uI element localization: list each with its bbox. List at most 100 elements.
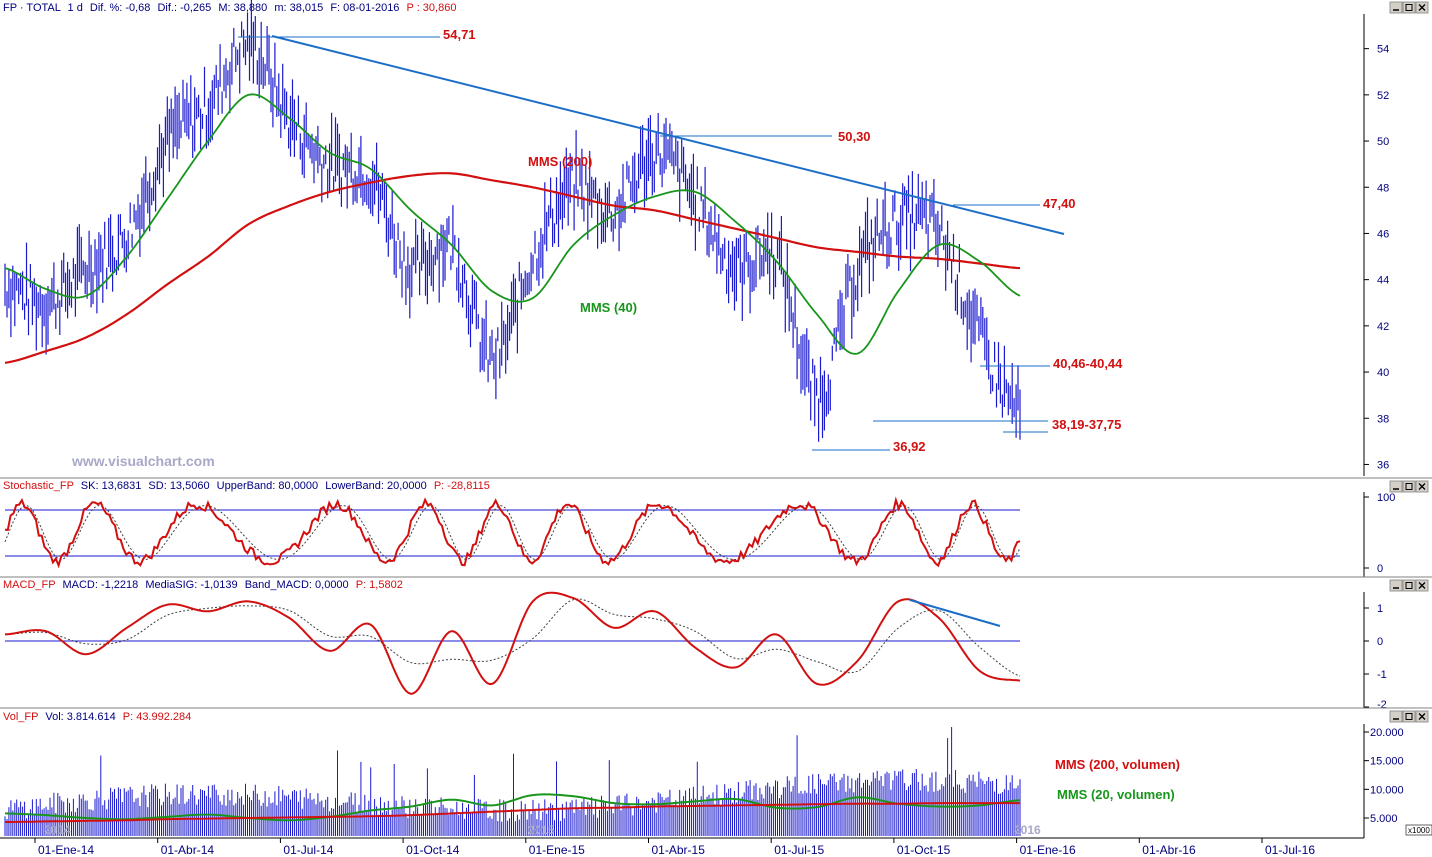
price-tick-44: 44 [1377, 275, 1389, 287]
panel0-max-button[interactable] [1402, 1, 1416, 14]
x-label-01-Ene-16: 01-Ene-16 [1020, 843, 1076, 857]
label-5471: 54,71 [443, 27, 476, 42]
vol-unit: x1000 [1408, 826, 1430, 835]
stoch-header-upper: UpperBand: 80,0000 [217, 480, 319, 492]
watermark: www.visualchart.com [71, 453, 215, 469]
macd-header: MACD_FP MACD: -1,2218 MediaSIG: -1,0139 … [3, 579, 403, 591]
panel2-max-button[interactable] [1402, 579, 1416, 592]
close-icon [1418, 4, 1426, 11]
price-header-max: M: 38,880 [218, 2, 267, 14]
macd-header-macd: MACD: -1,2218 [62, 579, 138, 591]
macd-tick-1: 1 [1377, 603, 1383, 615]
panel2-min-button[interactable] [1389, 579, 1403, 592]
x-label-01-Jul-14: 01-Jul-14 [283, 843, 333, 857]
panel0-min-button[interactable] [1389, 1, 1403, 14]
window-buttons [1389, 1, 1429, 723]
x-label-01-Jul-15: 01-Jul-15 [774, 843, 824, 857]
stoch-header-lower: LowerBand: 20,0000 [325, 480, 427, 492]
vol-tick-20.000: 20.000 [1370, 727, 1404, 739]
x-label-01-Abr-16: 01-Abr-16 [1142, 843, 1196, 857]
panel2-max-frame [1402, 579, 1416, 592]
vol-header-p: P: 43.992.284 [123, 711, 192, 723]
panel3-min-button[interactable] [1389, 710, 1403, 723]
panel3-max-button[interactable] [1402, 710, 1416, 723]
vol-unit-box [1405, 824, 1432, 836]
maximize-icon [1405, 713, 1413, 720]
panel1-min-frame [1389, 480, 1403, 493]
panel3-close-button[interactable] [1415, 710, 1429, 723]
close-icon [1418, 713, 1426, 720]
price-tick-46: 46 [1377, 228, 1389, 240]
macd-header-name: MACD_FP [3, 579, 55, 591]
panel1-min-button[interactable] [1389, 480, 1403, 493]
label-5030: 50,30 [838, 129, 871, 144]
label-3819: 38,19-37,75 [1052, 417, 1121, 432]
price-header-date: F: 08-01-2016 [330, 2, 399, 14]
vol-y-ticks: 20.000 15.000 10.000 5.000 [1364, 727, 1404, 825]
maximize-icon [1405, 4, 1413, 11]
mms200-line [4, 172, 1021, 364]
panel2-min-frame [1389, 579, 1403, 592]
panel2-close-button[interactable] [1415, 579, 1429, 592]
label-3692: 36,92 [893, 439, 926, 454]
vol-year-2014: 2014 [44, 823, 71, 837]
macd-line [4, 591, 1021, 695]
x-ticks: 01-Ene-14 01-Abr-14 01-Jul-14 01-Oct-14 01-E… [34, 838, 1315, 857]
vol-tick-5.000: 5.000 [1370, 813, 1398, 825]
stoch-sk-line [4, 496, 1021, 569]
label-4046: 40,46-40,44 [1053, 356, 1123, 371]
maximize-icon [1405, 582, 1413, 589]
price-header-symbol: FP · TOTAL [3, 2, 61, 14]
macd-signal-line [4, 598, 1021, 677]
x-label-01-Oct-14: 01-Oct-14 [406, 843, 460, 857]
x-label-01-Abr-15: 01-Abr-15 [652, 843, 706, 857]
mms40-line [4, 93, 1021, 355]
macd-divergence-line[interactable] [909, 599, 1001, 627]
x-label-01-Oct-15: 01-Oct-15 [897, 843, 951, 857]
macd-header-sig: MediaSIG: -1,0139 [145, 579, 237, 591]
vol-mms200-line [5, 802, 1020, 823]
macd-header-band: Band_MACD: 0,0000 [245, 579, 349, 591]
trendline[interactable] [271, 35, 1065, 235]
panel0-close-button[interactable] [1415, 1, 1429, 14]
price-header-min: m: 38,015 [274, 2, 323, 14]
close-icon [1418, 582, 1426, 589]
stoch-header-sk: SK: 13,6831 [81, 480, 142, 492]
price-tick-40: 40 [1377, 367, 1389, 379]
panel0-max-frame [1402, 1, 1416, 14]
panel0-min-frame [1389, 1, 1403, 14]
vol-legend-200: MMS (200, volumen) [1055, 757, 1180, 772]
vol-year-2016: 2016 [1014, 823, 1041, 837]
price-tick-36: 36 [1377, 459, 1389, 471]
vol-header: Vol_FP Vol: 3.814.614 P: 43.992.284 [3, 711, 191, 723]
stoch-panel: Stochastic_FP SK: 13,6831 SD: 13,5060 Up… [0, 477, 1432, 577]
panel1-max-button[interactable] [1402, 480, 1416, 493]
x-label-01-Ene-15: 01-Ene-15 [529, 843, 585, 857]
panel1-close-button[interactable] [1415, 480, 1429, 493]
price-header-dif: Dif.: -0,265 [157, 2, 211, 14]
price-header-period: 1 d [68, 2, 83, 14]
stoch-header: Stochastic_FP SK: 13,6831 SD: 13,5060 Up… [3, 480, 490, 492]
price-tick-54: 54 [1377, 44, 1389, 56]
vol-legend-20: MMS (20, volumen) [1057, 787, 1175, 802]
macd-tick--1: -1 [1377, 669, 1387, 681]
macd-header-p: P: 1,5802 [356, 579, 403, 591]
price-tick-48: 48 [1377, 182, 1389, 194]
price-header: FP · TOTAL 1 d Dif. %: -0,68 Dif.: -0,26… [3, 2, 456, 14]
vol-panel: Vol_FP Vol: 3.814.614 P: 43.992.284 MMS … [0, 707, 1432, 838]
vol-mms20-line [4, 793, 1021, 822]
panel1-max-frame [1402, 480, 1416, 493]
price-header-difpct: Dif. %: -0,68 [90, 2, 151, 14]
label-mms200: MMS (200) [528, 154, 592, 169]
vol-tick-10.000: 10.000 [1370, 784, 1404, 796]
macd-panel: MACD_FP MACD: -1,2218 MediaSIG: -1,0139 … [0, 576, 1432, 711]
label-4740: 47,40 [1043, 196, 1076, 211]
close-icon [1418, 483, 1426, 490]
vol-header-vol: Vol: 3.814.614 [45, 711, 115, 723]
stoch-tick-100: 100 [1377, 492, 1395, 504]
maximize-icon [1405, 483, 1413, 490]
x-label-01-Abr-14: 01-Abr-14 [161, 843, 215, 857]
vol-header-name: Vol_FP [3, 711, 38, 723]
price-header-p: P : 30,860 [407, 2, 457, 14]
